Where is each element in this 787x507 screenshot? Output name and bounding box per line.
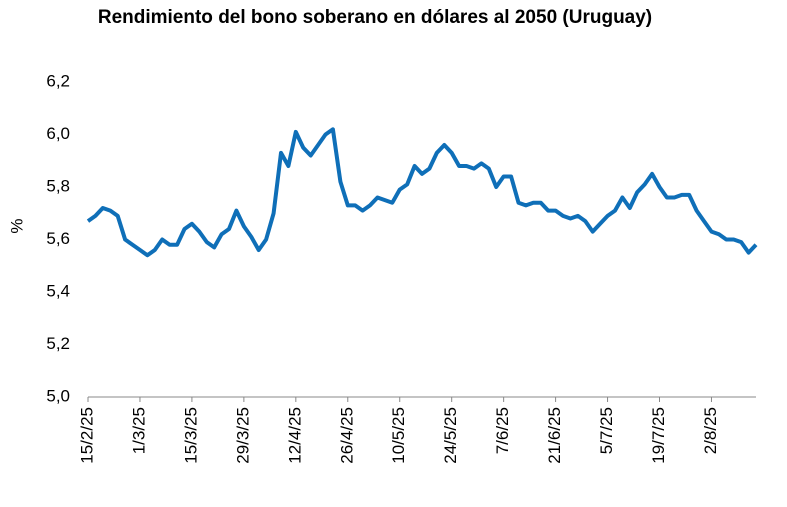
y-tick-label: 6,2 (46, 71, 70, 90)
x-tick-label: 2/8/25 (701, 407, 720, 454)
y-tick-label: 5,2 (46, 334, 70, 353)
x-tick-label: 19/7/25 (649, 407, 668, 464)
x-tick-label: 7/6/25 (493, 407, 512, 454)
chart-title: Rendimiento del bono soberano en dólares… (97, 7, 653, 28)
y-tick-label: 5,4 (46, 281, 70, 300)
line-series (86, 127, 758, 258)
x-tick-label: 10/5/25 (389, 407, 408, 464)
x-tick-label: 21/6/25 (545, 407, 564, 464)
y-tick-label: 6,0 (46, 124, 70, 143)
y-tick-label: 5,6 (46, 229, 70, 248)
y-tick-label: 5,8 (46, 176, 70, 195)
x-tick-label: 24/5/25 (441, 407, 460, 464)
x-tick-label: 1/3/25 (129, 407, 148, 454)
x-tick-label: 26/4/25 (337, 407, 356, 464)
x-tick-label: 12/4/25 (285, 407, 304, 464)
x-tick-label: 15/3/25 (181, 407, 200, 464)
x-tick-label: 29/3/25 (233, 407, 252, 464)
x-tick-label: 15/2/25 (77, 407, 96, 464)
y-axis-label: % (7, 218, 26, 233)
x-tick-label: 5/7/25 (597, 407, 616, 454)
y-tick-label: 5,0 (46, 386, 70, 405)
